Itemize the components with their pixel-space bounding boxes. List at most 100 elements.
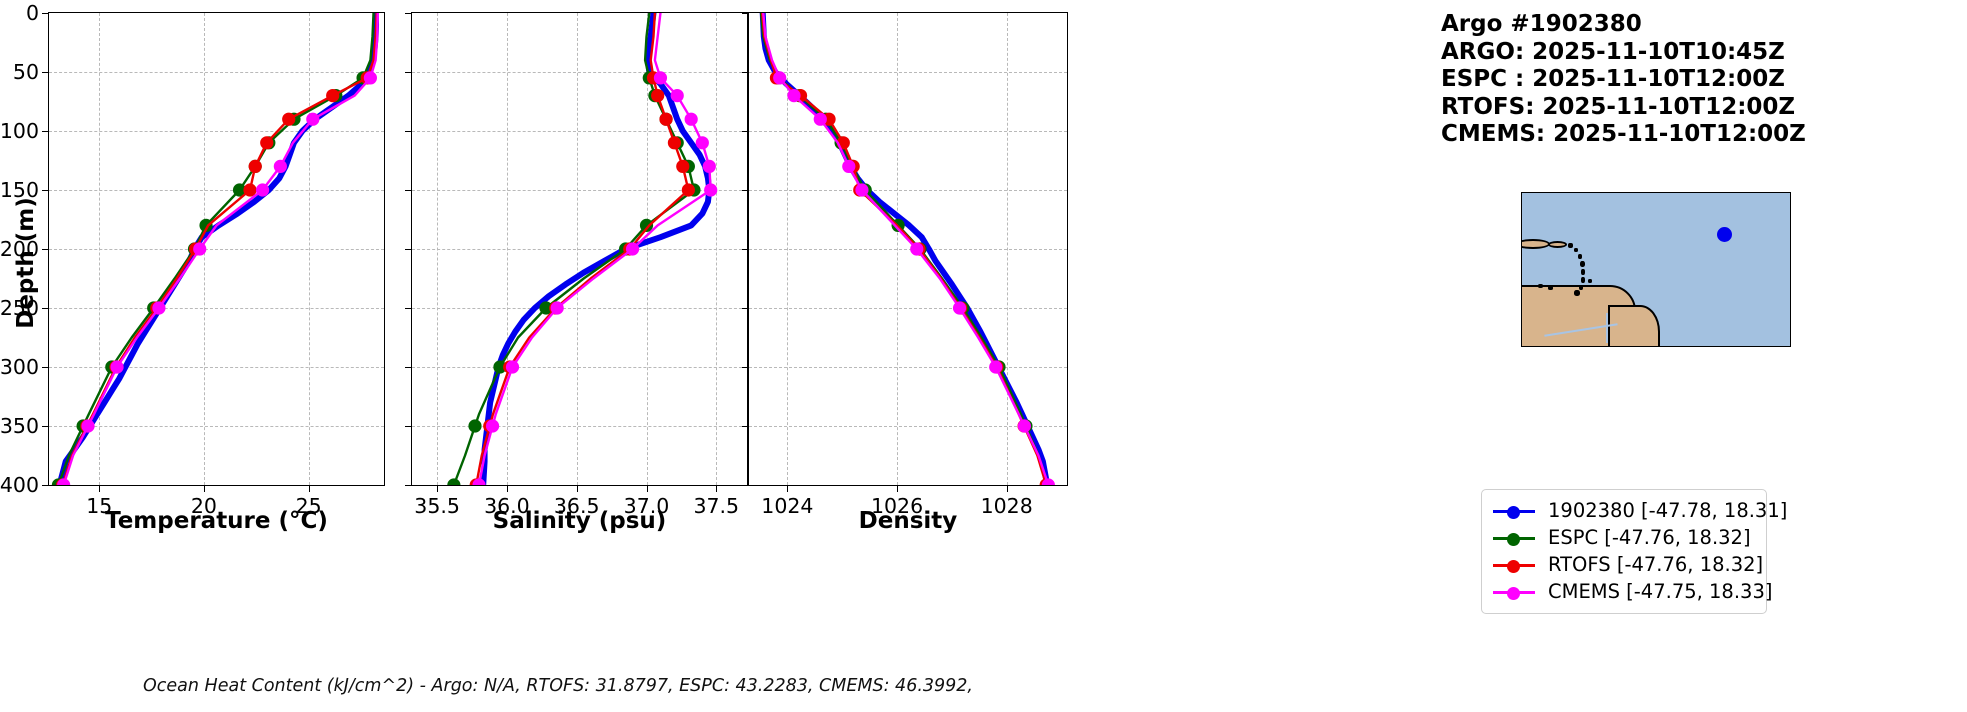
map-lon-tick-top — [1589, 192, 1591, 193]
series-marker — [670, 89, 684, 103]
series-marker — [667, 136, 682, 150]
x-tick — [203, 485, 205, 492]
series-line — [61, 13, 378, 485]
x-tick — [506, 485, 508, 492]
map-lon-tick-top — [1723, 192, 1725, 193]
antilles-isle — [1579, 285, 1583, 290]
series-line — [480, 13, 713, 485]
y-tick — [742, 308, 749, 309]
series-marker — [855, 183, 869, 197]
temperature-axis-title: Temperature (°C) — [105, 508, 328, 534]
y-tick — [42, 367, 49, 368]
map-lat-tick — [1521, 254, 1522, 256]
series-line — [62, 13, 379, 485]
y-tick — [405, 131, 412, 132]
map-lon-minor-tick-top — [1602, 192, 1604, 193]
series-marker — [676, 159, 690, 173]
map-lon-tick-top — [1616, 192, 1618, 193]
series-marker — [447, 478, 461, 485]
legend-label-espc: ESPC [-47.76, 18.32] — [1548, 526, 1751, 549]
x-tick — [787, 485, 789, 492]
legend-item-rtofs[interactable]: RTOFS [-47.76, 18.32] — [1493, 551, 1763, 578]
series-marker — [910, 242, 924, 256]
y-tick-label: 100 — [0, 119, 39, 143]
series-marker — [81, 419, 95, 433]
map-lat-minor-tick — [1521, 193, 1522, 195]
series-marker — [110, 360, 124, 374]
abc-islands — [1548, 286, 1553, 290]
series-marker — [787, 89, 801, 103]
series-line — [759, 13, 1051, 485]
series-marker — [653, 71, 668, 85]
legend-swatch-espc — [1493, 531, 1535, 546]
y-tick-label: 400 — [0, 473, 39, 497]
map-lon-minor-tick-top — [1656, 192, 1658, 193]
legend-item-argo[interactable]: 1902380 [-47.78, 18.31] — [1493, 497, 1787, 524]
gridline-horizontal — [749, 131, 1067, 132]
gridline-horizontal — [412, 367, 747, 368]
map-lon-minor-tick-bottom — [1629, 346, 1631, 347]
map-lon-minor-tick-top — [1710, 192, 1712, 193]
map-lon-minor-tick-bottom — [1656, 346, 1658, 347]
y-tick — [405, 308, 412, 309]
map-lon-tick-bottom — [1616, 346, 1618, 347]
map-lon-minor-tick-top — [1683, 192, 1685, 193]
x-tick-label: 1026 — [870, 494, 924, 518]
x-tick-label: 1028 — [980, 494, 1033, 518]
gridline-horizontal — [412, 72, 747, 73]
series-marker — [472, 478, 486, 485]
map-lon-minor-tick-top — [1763, 192, 1765, 193]
map-lon-minor-tick-top — [1549, 192, 1551, 193]
argo-float-marker[interactable] — [1717, 227, 1733, 242]
x-tick-label: 25 — [295, 494, 322, 518]
map-lon-minor-tick-bottom — [1602, 346, 1604, 347]
antilles-isle — [1581, 269, 1585, 275]
map-lon-tick-bottom — [1562, 346, 1564, 347]
x-tick-label: 37.5 — [693, 494, 740, 518]
location-map[interactable]: 0°N3°N6°N9°N12°N15°N18°N21°N24°N69°W66°W… — [1521, 192, 1791, 347]
gridline-horizontal — [749, 72, 1067, 73]
series-marker — [199, 218, 213, 232]
series-marker — [273, 159, 287, 173]
map-lon-tick-top — [1643, 192, 1645, 193]
series-marker — [468, 419, 482, 433]
y-tick — [405, 426, 412, 427]
hispaniola-landmass — [1522, 239, 1550, 249]
series-marker — [539, 301, 553, 315]
series-layer — [447, 13, 718, 485]
series-line — [759, 13, 1049, 485]
series-marker — [255, 183, 270, 197]
map-lon-minor-tick-top — [1576, 192, 1578, 193]
series-line — [762, 13, 1050, 485]
series-marker — [842, 159, 856, 173]
series-marker — [1017, 419, 1031, 433]
map-lat-tick — [1521, 236, 1522, 238]
series-legend: 1902380 [-47.78, 18.31] ESPC [-47.76, 18… — [1481, 489, 1787, 614]
y-tick-label: 250 — [0, 296, 39, 320]
series-marker — [651, 89, 665, 103]
x-tick-label: 1024 — [761, 494, 814, 518]
float-info-block: Argo #1902380 ARGO: 2025-11-10T10:45Z ES… — [1441, 11, 1806, 147]
map-lat-minor-tick — [1521, 280, 1522, 282]
map-lat-tick — [1521, 306, 1522, 308]
series-line — [760, 13, 1048, 485]
y-tick-label: 200 — [0, 237, 39, 261]
map-lon-tick-top — [1669, 192, 1671, 193]
series-marker — [193, 242, 207, 256]
series-marker — [625, 242, 640, 256]
map-lon-minor-tick-top — [1790, 192, 1791, 193]
gridline-horizontal — [749, 426, 1067, 427]
x-tick — [308, 485, 310, 492]
map-lat-minor-tick — [1521, 210, 1522, 212]
map-lon-tick-bottom — [1723, 346, 1725, 347]
legend-item-espc[interactable]: ESPC [-47.76, 18.32] — [1493, 524, 1755, 551]
series-marker — [485, 419, 500, 433]
series-marker — [1041, 478, 1055, 485]
gridline-horizontal — [749, 367, 1067, 368]
y-tick-label: 0 — [25, 1, 39, 25]
legend-item-cmems[interactable]: CMEMS [-47.75, 18.33] — [1493, 578, 1772, 605]
x-tick — [99, 485, 101, 492]
gridline-horizontal — [49, 308, 384, 309]
lesser-antilles-arc — [1568, 243, 1573, 248]
salinity-plot-area — [412, 13, 747, 485]
